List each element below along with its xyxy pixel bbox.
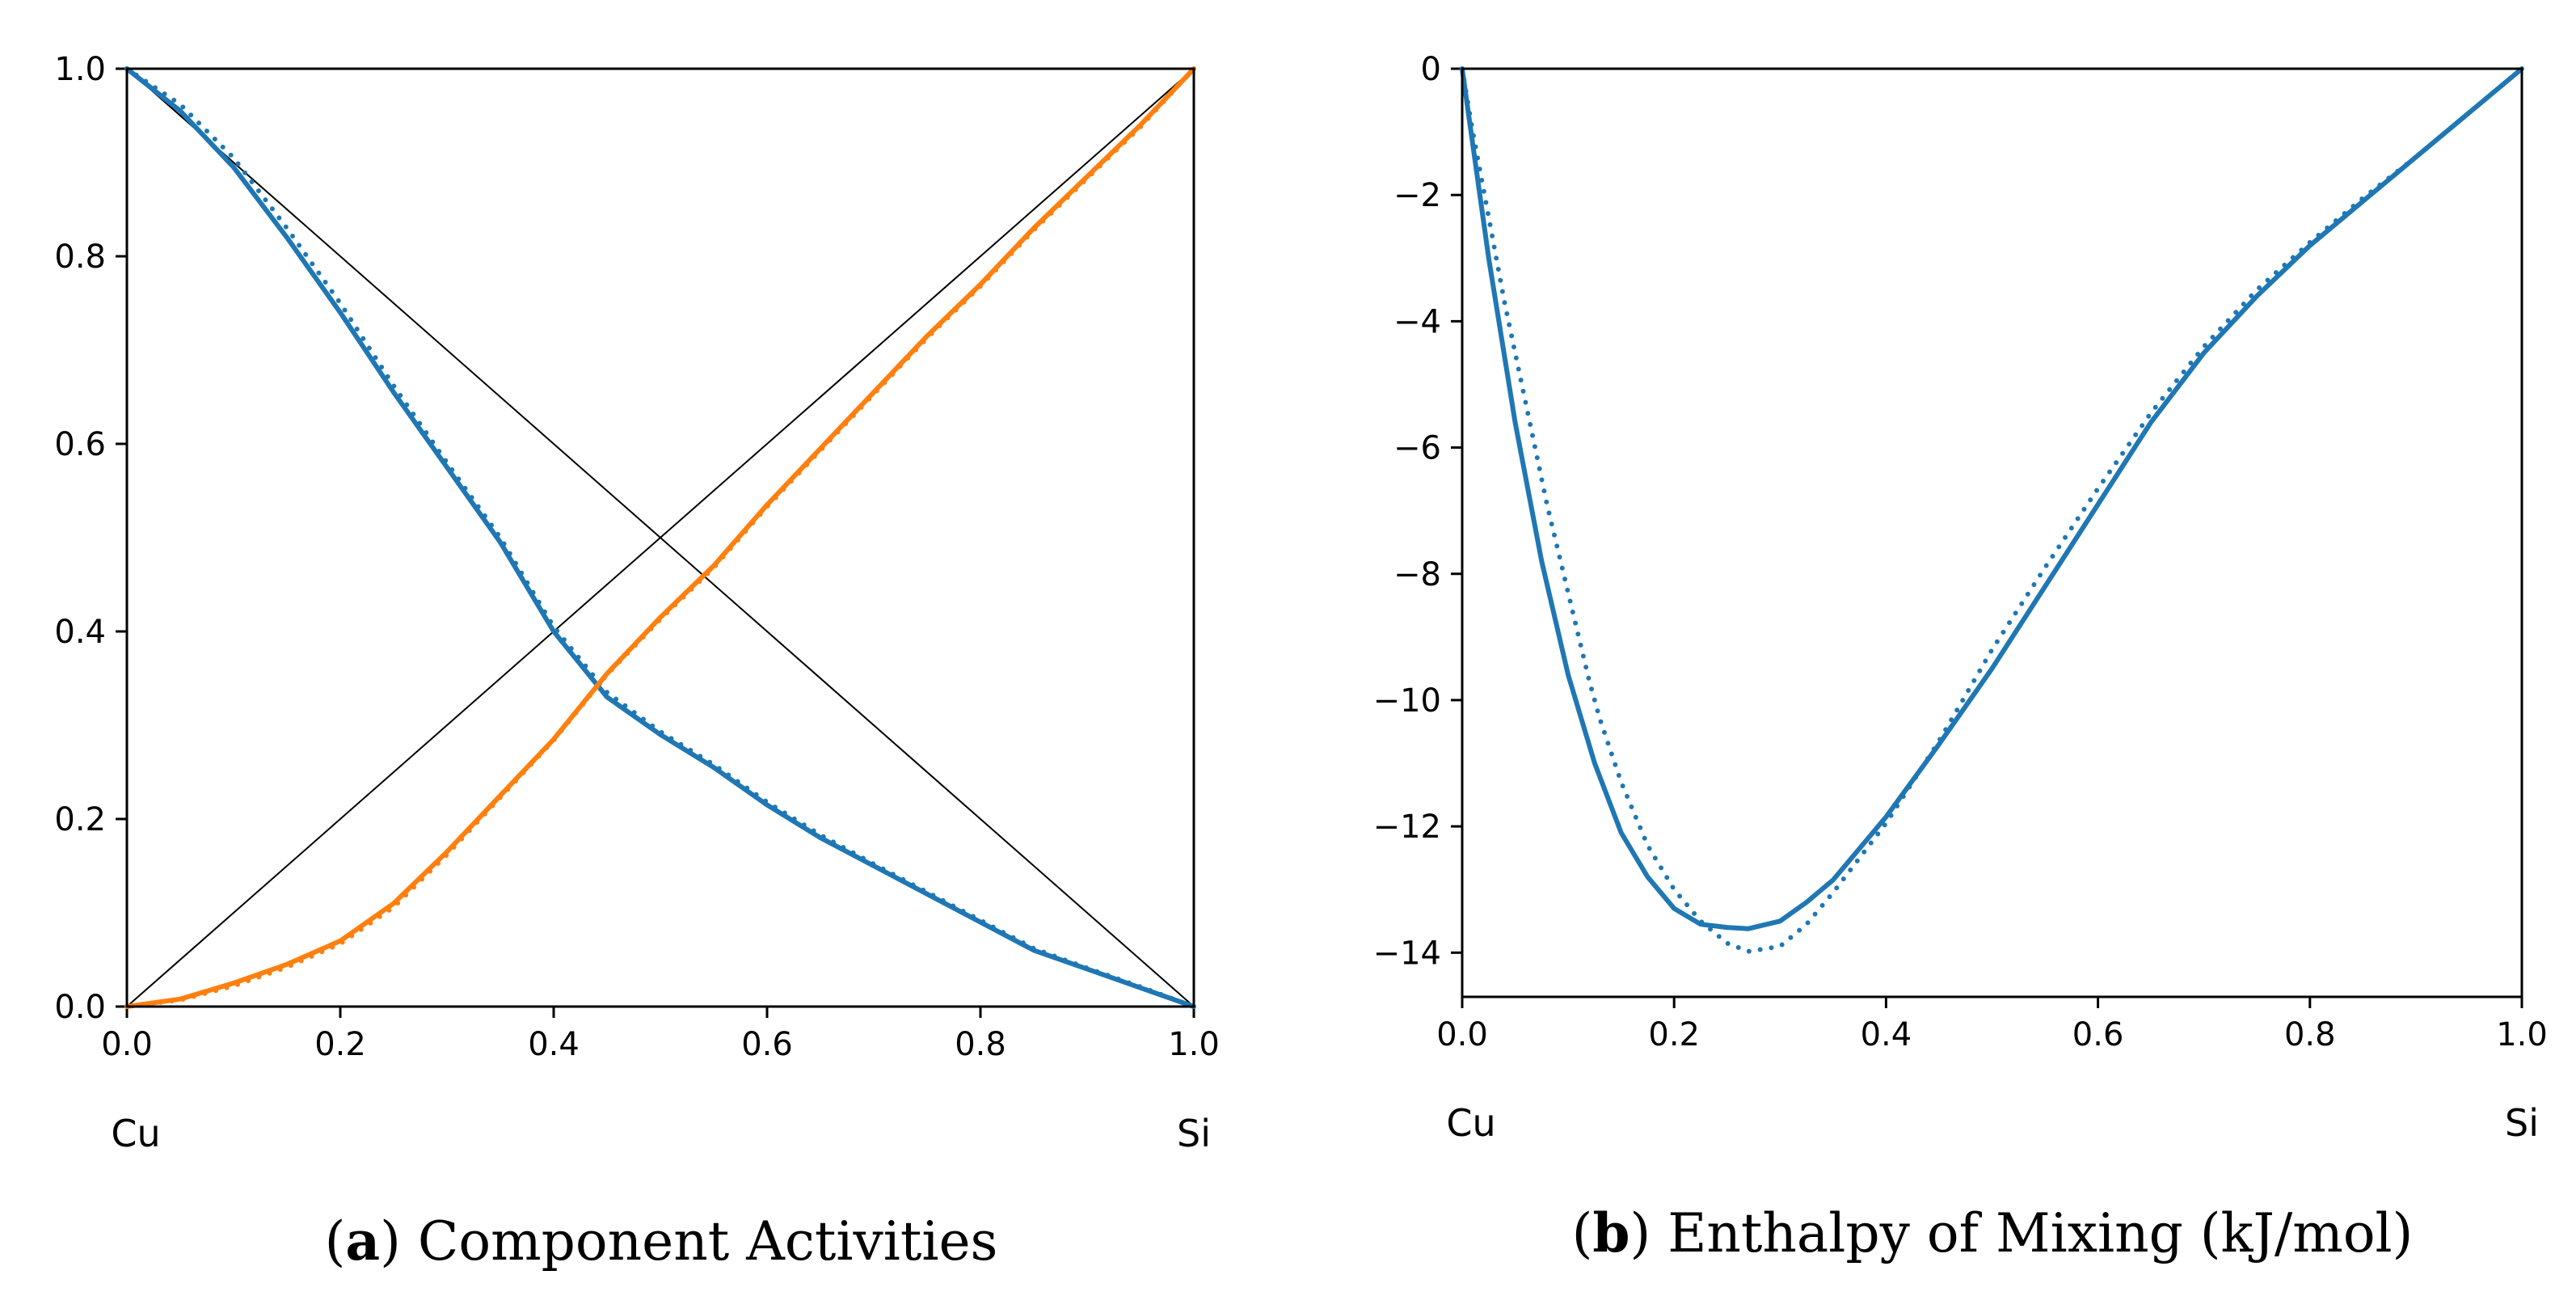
panel-b-xtick-label: 0.6 <box>2072 1016 2124 1053</box>
panel-a-reference-line-raoult-si <box>126 68 1195 1007</box>
panel-a-xtick-label: 0.2 <box>314 1026 366 1063</box>
panel-a-series-a-cu-dotted <box>124 66 1196 1009</box>
panel-b-xtick-label: 1.0 <box>2496 1016 2548 1053</box>
panel-a-ytick-label: 0.4 <box>54 614 106 651</box>
panel-b-ytick-label: −8 <box>1393 556 1441 593</box>
panel-b-element-right-label: Si <box>2505 1101 2539 1145</box>
panel-b-element-left-label: Cu <box>1446 1101 1495 1145</box>
panel-b-xtick-label: 0.4 <box>1861 1016 1912 1053</box>
panel-b-ytick-label: −12 <box>1373 808 1441 846</box>
panel-a-xtick-label: 0.6 <box>741 1026 793 1063</box>
panel-b-ytick-label: −2 <box>1393 177 1441 214</box>
panel-a-caption-text: Component Activities <box>418 1210 998 1273</box>
panel-a-series-a-si <box>124 66 1196 1009</box>
panel-a-axes-frame <box>125 67 1195 1008</box>
panel-a-caption-letter: a <box>345 1209 380 1273</box>
panel-b-xtick-label: 0.0 <box>1436 1016 1488 1053</box>
panel-b-ytick-label: −14 <box>1373 935 1441 972</box>
panel-a-caption: (a) Component Activities <box>325 1209 998 1273</box>
panel-b-series-h-mix <box>1460 66 2524 931</box>
panel-b-ytick-label: −4 <box>1393 303 1441 340</box>
panel-b-ytick-label: −10 <box>1373 682 1441 720</box>
panel-a-xtick-label: 0.4 <box>528 1026 580 1063</box>
panel-a-plot-area: 0.0 0.2 0.4 0.6 0.8 1.0 0.0 0.2 0.4 0.6 0.8 1.0 <box>54 51 1219 1063</box>
panel-a-series-a-si-dotted <box>124 66 1196 1009</box>
panel-b-ytick-label: 0 <box>1421 51 1441 88</box>
panel-b-plot-area: 0.0 0.2 0.4 0.6 0.8 1.0 0 −2 −4 −6 −8 −10 −12 −14 <box>1373 51 2548 1053</box>
panel-a-xtick-label: 1.0 <box>1168 1026 1220 1063</box>
panel-b-caption-letter: b <box>1592 1201 1629 1264</box>
panel-b-enthalpy: 0.0 0.2 0.4 0.6 0.8 1.00−2−4−6−8−10−12−14 Cu … <box>1373 51 2548 1264</box>
panel-b-series-h-mix-dotted <box>1460 66 2524 954</box>
panel-b-ytick-label: −6 <box>1393 430 1441 467</box>
panel-a-element-left-label: Cu <box>111 1112 160 1155</box>
panel-b-axes-frame <box>1461 67 2523 998</box>
panel-b-xtick-label: 0.8 <box>2284 1016 2336 1053</box>
panel-a-element-right-label: Si <box>1177 1112 1211 1155</box>
panel-a-ytick-label: 0.6 <box>54 426 106 463</box>
panel-a-ytick-label: 1.0 <box>54 51 106 88</box>
panel-a-xtick-label: 0.8 <box>955 1026 1006 1063</box>
panel-b-caption: (b) Enthalpy of Mixing (kJ/mol) <box>1572 1201 2414 1264</box>
panel-a-ytick-label: 0.8 <box>54 239 106 276</box>
panel-a-activities: 0.0 0.2 0.4 0.6 0.8 1.00.00.20.40.60.81.0 Cu … <box>54 51 1219 1273</box>
panel-b-caption-text: Enthalpy of Mixing (kJ/mol) <box>1667 1202 2413 1264</box>
panel-a-xtick-label: 0.0 <box>101 1026 153 1063</box>
panel-a-ytick-label: 0.2 <box>54 801 106 838</box>
panel-b-xtick-label: 0.2 <box>1648 1016 1700 1053</box>
panel-a-ytick-label: 0.0 <box>54 989 106 1026</box>
